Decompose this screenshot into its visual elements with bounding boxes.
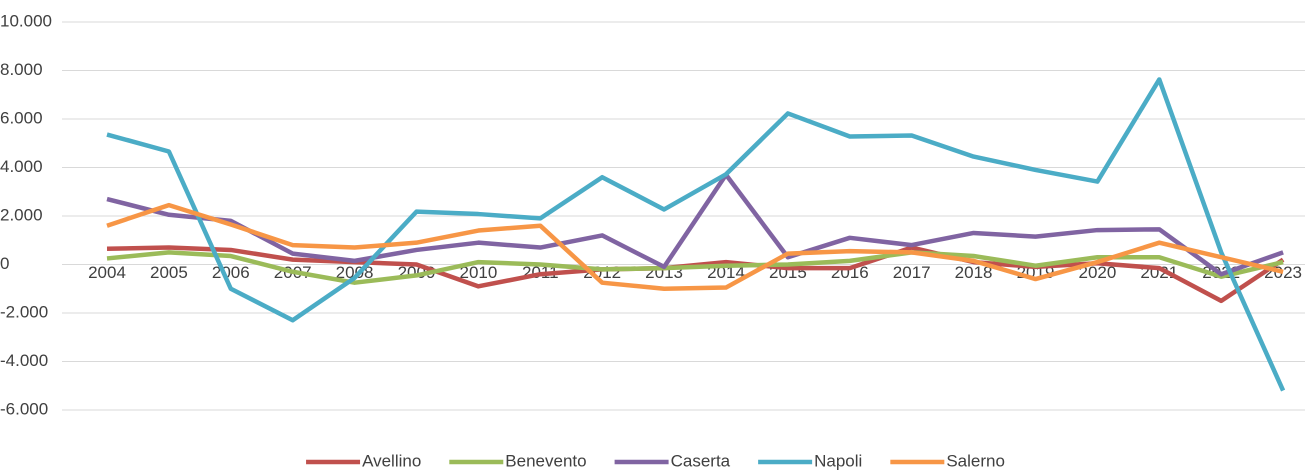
- x-tick-label: 2005: [150, 263, 188, 282]
- series-line: [106, 172, 1284, 277]
- y-tick-label: -4.000: [0, 351, 48, 370]
- y-tick-label: 4.000: [0, 157, 43, 176]
- y-tick-label: 8.000: [0, 60, 43, 79]
- x-tick-label: 2010: [459, 263, 497, 282]
- x-tick-label: 2018: [955, 263, 993, 282]
- legend-label: Benevento: [505, 451, 586, 470]
- y-tick-label: 2.000: [0, 205, 43, 224]
- x-tick-label: 2017: [893, 263, 931, 282]
- x-tick-label: 2020: [1078, 263, 1116, 282]
- legend-label: Napoli: [814, 451, 862, 470]
- legend-label: Caserta: [671, 451, 731, 470]
- x-tick-label: 2006: [212, 263, 250, 282]
- y-tick-label: 10.000: [0, 11, 52, 30]
- y-tick-label: 0: [0, 254, 9, 273]
- series-line: [106, 202, 1284, 291]
- series-line: [106, 77, 1286, 392]
- x-tick-label: 2004: [88, 263, 126, 282]
- series-line: [106, 250, 1284, 285]
- y-tick-label: 6.000: [0, 108, 43, 127]
- y-tick-label: -6.000: [0, 399, 48, 418]
- legend-label: Avellino: [362, 451, 421, 470]
- y-tick-label: -2.000: [0, 302, 48, 321]
- legend-label: Salerno: [946, 451, 1005, 470]
